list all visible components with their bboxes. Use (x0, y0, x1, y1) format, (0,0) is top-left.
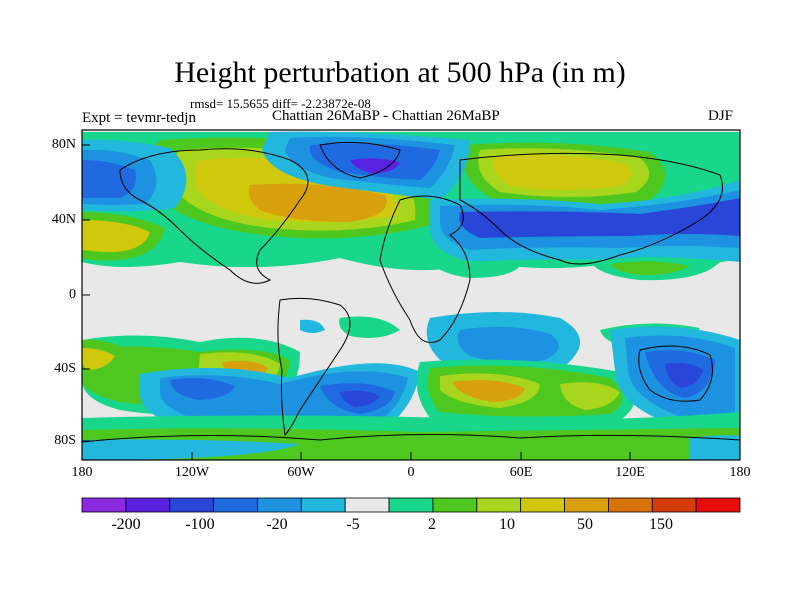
field-nh-core-pos (82, 220, 150, 252)
lat-label-40s: 40S (54, 361, 76, 376)
colorbar-label: 10 (499, 516, 515, 533)
stats-line: rmsd= 15.5655 diff= -2.23872e-08 (190, 96, 371, 111)
lon-label-120e: 120E (615, 465, 645, 480)
field-nh-core-neg (82, 160, 136, 198)
lon-label-180-east: 180 (729, 465, 751, 480)
colorbar-box (695, 497, 741, 513)
field-nh-core-pos (493, 154, 632, 190)
field-sh-core (452, 380, 525, 402)
colorbar-box (257, 497, 302, 513)
season-label: DJF (708, 108, 734, 124)
field-eq-patch (339, 316, 400, 338)
contour-field (82, 130, 740, 460)
coast-greenland (319, 141, 401, 179)
colorbar-box (81, 497, 127, 513)
coast-asia (459, 152, 723, 265)
colorbar-label: 150 (649, 516, 673, 533)
colorbar-label: 50 (577, 516, 593, 533)
lon-label-60e: 60E (509, 465, 533, 480)
field-eq-patch (300, 319, 325, 333)
colorbar-box (344, 497, 390, 513)
field-nh-core-neg (350, 158, 400, 174)
field-sh-core-neg (170, 378, 235, 400)
coastlines (82, 141, 740, 443)
colorbar-box (564, 497, 609, 513)
field-sh-band (560, 382, 620, 410)
field-eq-patch (610, 261, 690, 276)
coast-antarctica (82, 433, 740, 443)
coast-europe-africa (379, 195, 471, 343)
experiment-label: Expt = tevmr-tedjn (82, 110, 196, 126)
field-sh-core-neg (665, 362, 703, 388)
field-sh-band-neg (690, 435, 740, 460)
colorbar-box (125, 497, 171, 513)
colorbar-label: -200 (111, 516, 141, 533)
lon-label-120w: 120W (174, 465, 210, 480)
colorbar-box (476, 497, 522, 513)
field-nh-core-neg (459, 198, 740, 238)
colorbar-label: -20 (266, 516, 288, 533)
lat-label-80s: 80S (54, 433, 76, 448)
lon-label-0: 0 (407, 465, 415, 480)
colorbar-box (432, 497, 478, 513)
axis-ticks (81, 144, 741, 460)
colorbar-box (169, 497, 215, 513)
field-sh-core (82, 348, 115, 370)
colorbar-label: -5 (346, 516, 360, 533)
field-sh-core-neg (340, 390, 380, 407)
colorbar-box (300, 497, 346, 513)
field-eq-patch (457, 326, 559, 363)
colorbar-label: -100 (185, 516, 215, 533)
plot-title: Height perturbation at 500 hPa (in m) (174, 56, 626, 89)
colorbar-label: 2 (428, 516, 436, 533)
colorbar-box (651, 497, 697, 513)
subtitle: Chattian 26MaBP - Chattian 26MaBP (272, 108, 500, 124)
field-nh-core-pos (248, 183, 387, 222)
lon-label-180-west: 180 (71, 465, 93, 480)
colorbar-box (388, 497, 434, 513)
lat-label-80n: 80N (51, 137, 76, 152)
colorbar (81, 497, 741, 513)
colorbar-box (520, 497, 565, 513)
colorbar-box (213, 497, 258, 513)
lon-label-60w: 60W (287, 465, 315, 480)
colorbar-box (608, 497, 653, 513)
coast-australia (638, 345, 713, 402)
coast-north-america (119, 148, 309, 284)
field-eq-patch (430, 260, 520, 278)
lat-label-40n: 40N (51, 212, 76, 227)
coast-south-america (277, 297, 351, 437)
field-sh-band-neg (82, 439, 300, 460)
lat-label-0: 0 (69, 287, 76, 302)
